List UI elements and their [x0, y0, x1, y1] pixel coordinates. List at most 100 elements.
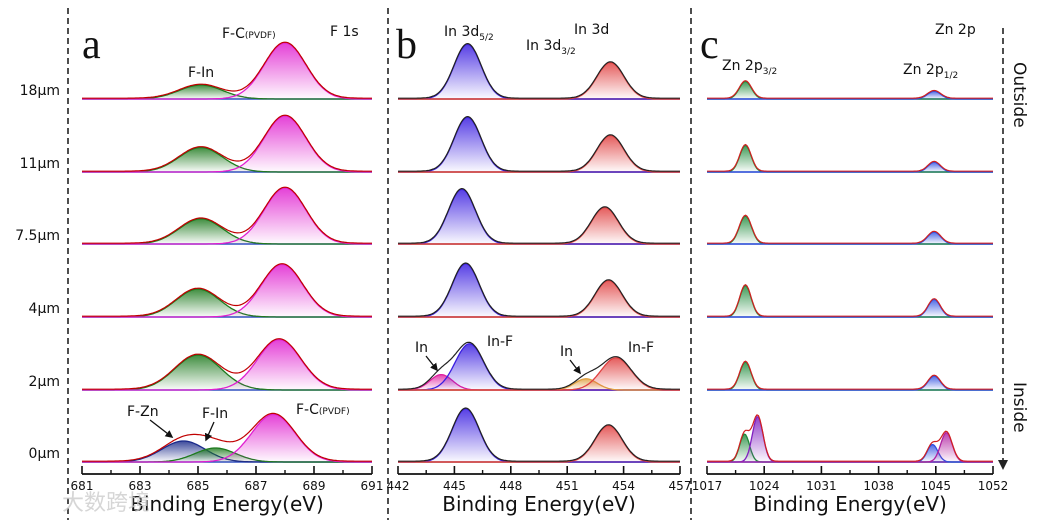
spectrum-row	[398, 341, 680, 391]
peak-fill	[82, 43, 372, 99]
envelope-curve	[398, 407, 680, 462]
label-a-fin-top: F-In	[188, 65, 214, 81]
label-c-2p12: Zn 2p1/2	[903, 62, 958, 81]
panel-a-region: F 1s	[330, 24, 359, 40]
peak-fill	[82, 414, 372, 462]
spectrum-row	[82, 41, 372, 100]
spectrum-row	[707, 214, 993, 245]
label-a-fc-bottom: F-C(PVDF)	[296, 402, 350, 418]
panel-a: 681 683 685 687 689 691 Binding Energy(eV)	[71, 41, 384, 516]
envelope-curve	[707, 143, 993, 172]
envelope-curve	[398, 187, 680, 244]
spectrum-row	[82, 338, 372, 391]
peak-component	[82, 413, 372, 463]
envelope-curve	[398, 341, 680, 390]
panel-c-region: Zn 2p	[935, 22, 976, 38]
arrow-a-fin	[204, 421, 215, 442]
envelope-curve	[82, 338, 372, 390]
label-b-inf-1: In-F	[487, 334, 513, 350]
x-tick-label: 1038	[863, 479, 894, 493]
depth-label: 4μm	[29, 301, 60, 317]
peak-fill	[398, 44, 680, 99]
label-b-in-2: In	[560, 344, 573, 360]
x-tick-label: 1031	[806, 479, 837, 493]
peak-fill	[707, 434, 993, 462]
arrow-a-fzn	[149, 419, 174, 438]
peak-fill	[707, 232, 993, 244]
peak-component	[707, 161, 993, 173]
peak-fill	[82, 147, 372, 172]
panel-b-region: In 3d	[574, 22, 609, 38]
peak-fill	[82, 355, 372, 390]
envelope-curve	[82, 41, 372, 99]
outside-label: Outside	[1009, 62, 1029, 128]
panel-letter-a: a	[82, 22, 101, 68]
spectrum-row	[82, 114, 372, 173]
peak-fill	[398, 207, 680, 244]
peak-fill	[398, 280, 680, 317]
envelope-curve	[707, 283, 993, 317]
envelope-curve	[82, 114, 372, 172]
x-axis-title: Binding Energy(eV)	[753, 492, 947, 516]
panel-b: 442 445 448 451 454 457 Binding Energy(eV)	[387, 42, 692, 516]
label-b-in-1: In	[415, 340, 428, 356]
peak-fill	[82, 264, 372, 317]
panel-c: 1017 1024 1031 1038 1045 1052 Binding Energy(e…	[692, 80, 1008, 516]
spectrum-row	[707, 143, 993, 173]
spectrum-row	[82, 186, 372, 245]
peak-fill	[707, 216, 993, 244]
spectrum-row	[398, 407, 680, 463]
depth-label: 2μm	[29, 374, 60, 390]
spectrum-row	[707, 414, 993, 463]
peak-fill	[707, 362, 993, 390]
peak-component	[707, 375, 993, 391]
spectrum-row	[82, 263, 372, 318]
spectrum-row	[707, 80, 993, 100]
depth-label: 7.5μm	[15, 228, 60, 244]
x-tick-label: 454	[612, 479, 635, 493]
peak-fill	[398, 189, 680, 244]
envelope-curve	[707, 414, 993, 462]
peak-component	[82, 263, 372, 318]
label-a-fc-top: F-C(PVDF)	[222, 26, 276, 42]
peak-fill	[398, 135, 680, 172]
peak-fill	[82, 218, 372, 244]
peak-fill	[707, 299, 993, 317]
peak-fill	[398, 343, 680, 390]
peak-fill	[82, 448, 372, 462]
peak-fill	[82, 116, 372, 172]
x-tick-label: 1017	[692, 479, 723, 493]
peak-fill	[707, 285, 993, 317]
watermark: 大数跨境	[62, 491, 150, 516]
depth-label: 0μm	[29, 446, 60, 462]
x-tick-label: 1045	[921, 479, 952, 493]
label-b-3d52: In 3d5/2	[444, 24, 494, 43]
spectrum-row	[398, 42, 680, 100]
spectrum-row	[82, 412, 372, 463]
depth-label: 18μm	[20, 83, 60, 99]
x-tick-label: 689	[303, 479, 326, 493]
x-axis-title: Binding Energy(eV)	[442, 492, 636, 516]
envelope-curve	[707, 80, 993, 99]
envelope-curve	[398, 115, 680, 172]
peak-fill	[707, 91, 993, 99]
peak-component	[82, 42, 372, 100]
spectrum-row	[398, 115, 680, 173]
peak-fill	[707, 81, 993, 99]
peak-fill	[398, 357, 680, 390]
x-tick-label: 683	[129, 479, 152, 493]
label-c-2p32: Zn 2p3/2	[722, 58, 777, 77]
envelope-curve	[82, 263, 372, 317]
peak-fill	[707, 145, 993, 172]
x-tick-label: 691	[361, 479, 384, 493]
peak-component	[707, 231, 993, 245]
x-tick-label: 448	[499, 479, 522, 493]
x-tick-label: 457	[669, 479, 692, 493]
x-tick-label: 681	[71, 479, 94, 493]
peak-fill	[82, 289, 372, 317]
peak-fill	[398, 425, 680, 462]
peak-component	[707, 90, 993, 100]
x-tick-label: 451	[556, 479, 579, 493]
spectrum-row	[707, 283, 993, 318]
spectrum-row	[707, 360, 993, 391]
